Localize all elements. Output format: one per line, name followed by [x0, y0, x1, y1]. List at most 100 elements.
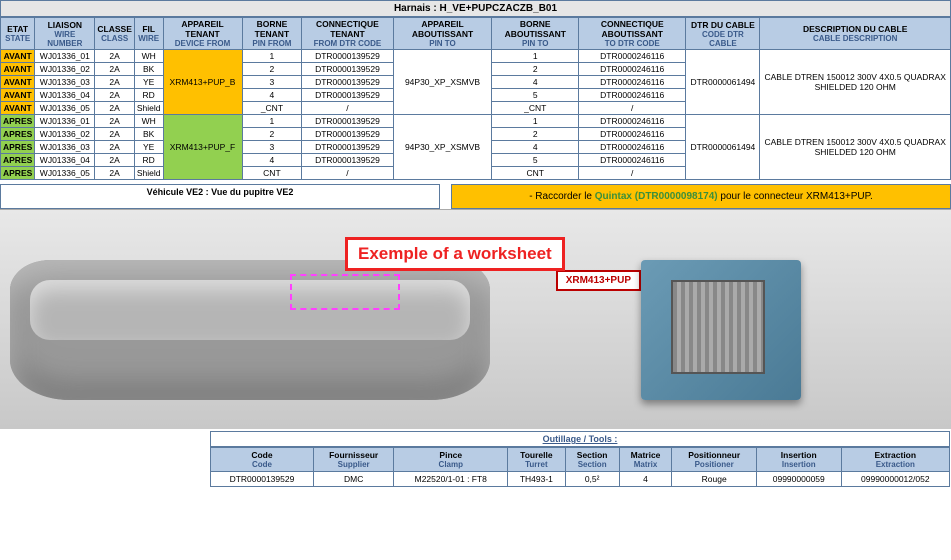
cls-cell: 2A [95, 50, 134, 63]
cls-cell: 2A [95, 102, 134, 115]
instr-suffix: pour le connecteur XRM413+PUP. [720, 191, 872, 202]
conn-from-cell: DTR0000139529 [302, 141, 393, 154]
pin-from-cell: 2 [242, 128, 302, 141]
fil-cell: RD [134, 154, 163, 167]
app-to-cell: 94P30_XP_XSMVB [393, 50, 492, 115]
col-class: CLASSECLASS [95, 18, 134, 50]
pin-to-cell: _CNT [492, 102, 579, 115]
col-code-dtr-cable: DTR DU CABLECODE DTR CABLE [686, 18, 760, 50]
state-cell: AVANT [1, 102, 35, 115]
conn-to-cell: DTR0000246116 [579, 63, 686, 76]
col-device-from: APPAREIL TENANTDEVICE FROM [163, 18, 242, 50]
conn-from-cell: DTR0000139529 [302, 89, 393, 102]
tools-clamp: M22520/1-01 : FT8 [394, 472, 508, 487]
state-cell: APRES [1, 115, 35, 128]
col-pin-to: BORNE ABOUTISSANTPIN TO [492, 18, 579, 50]
cls-cell: 2A [95, 167, 134, 180]
tools-col-supplier: FournisseurSupplier [313, 448, 394, 472]
harness-table: ETATSTATELIAISONWIRE NUMBERCLASSECLASSFI… [0, 17, 951, 180]
tools-col-code: CodeCode [211, 448, 314, 472]
fil-cell: BK [134, 128, 163, 141]
pin-from-cell: 4 [242, 89, 302, 102]
dtr-cable-cell: DTR0000061494 [686, 115, 760, 180]
tools-col-insertion: InsertionInsertion [756, 448, 841, 472]
tools-col-extraction: ExtractionExtraction [841, 448, 949, 472]
state-cell: APRES [1, 128, 35, 141]
wire-cell: WJ01336_05 [35, 102, 95, 115]
pin-to-cell: 5 [492, 89, 579, 102]
fil-cell: Shield [134, 102, 163, 115]
fil-cell: RD [134, 89, 163, 102]
conn-to-cell: DTR0000246116 [579, 76, 686, 89]
instruction-box: - Raccorder le Quintax (DTR0000098174) p… [451, 184, 951, 209]
conn-from-cell: DTR0000139529 [302, 50, 393, 63]
desc-cell: CABLE DTREN 150012 300V 4X0.5 QUADRAX SH… [760, 115, 951, 180]
tools-col-positioner: PositionneurPositioner [672, 448, 757, 472]
col-pin-to: APPAREIL ABOUTISSANTPIN TO [393, 18, 492, 50]
col-to-dtr-code: CONNECTIQUE ABOUTISSANTTO DTR CODE [579, 18, 686, 50]
col-wire-number: LIAISONWIRE NUMBER [35, 18, 95, 50]
conn-from-cell: DTR0000139529 [302, 128, 393, 141]
conn-to-cell: DTR0000246116 [579, 141, 686, 154]
fil-cell: Shield [134, 167, 163, 180]
pin-from-cell: 3 [242, 141, 302, 154]
conn-to-cell: / [579, 102, 686, 115]
tools-positioner: Rouge [672, 472, 757, 487]
tools-extraction: 09990000012/052 [841, 472, 949, 487]
tools-code: DTR0000139529 [211, 472, 314, 487]
tools-col-matrix: MatriceMatrix [619, 448, 672, 472]
instr-prefix: - Raccorder le [529, 191, 595, 202]
pin-to-cell: 1 [492, 50, 579, 63]
cls-cell: 2A [95, 76, 134, 89]
tools-matrix: 4 [619, 472, 672, 487]
pin-to-cell: 2 [492, 63, 579, 76]
pin-to-cell: 4 [492, 141, 579, 154]
vehicle-3d-mock [10, 260, 490, 400]
highlight-zone [290, 274, 400, 310]
conn-to-cell: DTR0000246116 [579, 115, 686, 128]
wire-cell: WJ01336_04 [35, 154, 95, 167]
fil-cell: WH [134, 50, 163, 63]
conn-from-cell: DTR0000139529 [302, 115, 393, 128]
wire-cell: WJ01336_01 [35, 50, 95, 63]
cls-cell: 2A [95, 89, 134, 102]
pin-from-cell: 3 [242, 76, 302, 89]
conn-from-cell: / [302, 167, 393, 180]
pin-to-cell: 1 [492, 115, 579, 128]
pin-from-cell: 4 [242, 154, 302, 167]
tools-section: 0,5² [565, 472, 619, 487]
table-row: AVANTWJ01336_012AWHXRM413+PUP_B1DTR00001… [1, 50, 951, 63]
pin-to-cell: 4 [492, 76, 579, 89]
conn-to-cell: / [579, 167, 686, 180]
pin-to-cell: CNT [492, 167, 579, 180]
state-cell: AVANT [1, 63, 35, 76]
tools-turret: TH493-1 [508, 472, 565, 487]
fil-cell: WH [134, 115, 163, 128]
device-from-cell: XRM413+PUP_B [163, 50, 242, 115]
fil-cell: YE [134, 141, 163, 154]
device-from-cell: XRM413+PUP_F [163, 115, 242, 180]
tools-supplier: DMC [313, 472, 394, 487]
col-from-dtr-code: CONNECTIQUE TENANTFROM DTR CODE [302, 18, 393, 50]
app-to-cell: 94P30_XP_XSMVB [393, 115, 492, 180]
conn-to-cell: DTR0000246116 [579, 89, 686, 102]
cls-cell: 2A [95, 141, 134, 154]
harness-title: Harnais : H_VE+PUPCZACZB_B01 [0, 0, 951, 17]
state-cell: APRES [1, 154, 35, 167]
wire-cell: WJ01336_02 [35, 63, 95, 76]
wire-cell: WJ01336_04 [35, 89, 95, 102]
example-callout: Exemple of a worksheet [345, 237, 565, 271]
col-state: ETATSTATE [1, 18, 35, 50]
cls-cell: 2A [95, 154, 134, 167]
col-cable-description: DESCRIPTION DU CABLECABLE DESCRIPTION [760, 18, 951, 50]
pin-to-cell: 2 [492, 128, 579, 141]
cls-cell: 2A [95, 63, 134, 76]
dtr-cable-cell: DTR0000061494 [686, 50, 760, 115]
pin-from-cell: 1 [242, 115, 302, 128]
wire-cell: WJ01336_03 [35, 76, 95, 89]
wire-cell: WJ01336_01 [35, 115, 95, 128]
tools-title: Outillage / Tools : [210, 431, 950, 447]
pin-from-cell: _CNT [242, 102, 302, 115]
vehicle-title: Véhicule VE2 : Vue du pupitre VE2 [0, 184, 440, 209]
tools-row: DTR0000139529DMCM22520/1-01 : FT8TH493-1… [211, 472, 950, 487]
